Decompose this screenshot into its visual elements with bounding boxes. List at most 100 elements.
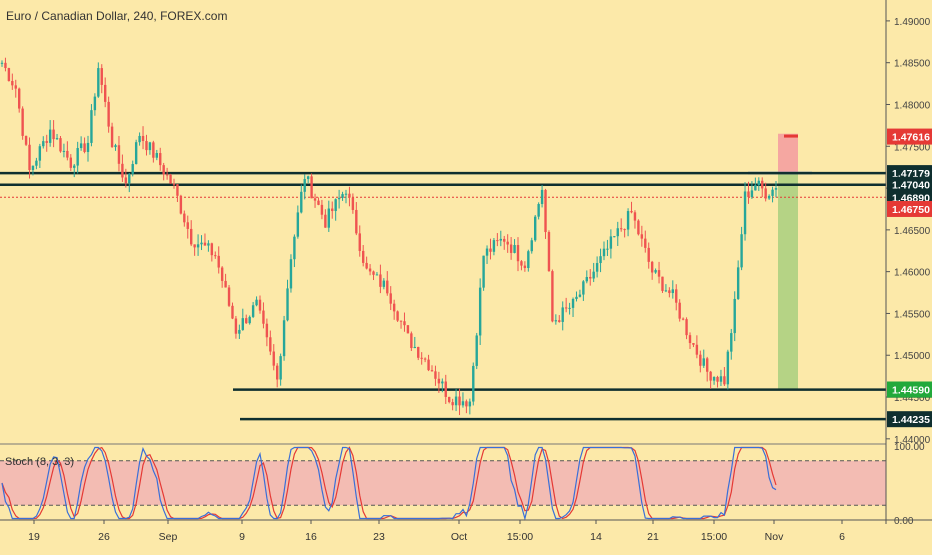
horizontal-levels <box>0 171 886 421</box>
candle-body <box>468 401 472 407</box>
y-tick-label: 1.44500 <box>894 393 931 404</box>
candle-body <box>296 212 300 237</box>
candle-body <box>368 268 372 272</box>
candle-body <box>726 351 730 385</box>
price-badge-label: 1.44590 <box>892 385 930 397</box>
candle-body <box>234 318 238 334</box>
price-badges: 1.476161.471791.470401.468901.467501.445… <box>887 128 932 428</box>
candle-body <box>344 193 348 195</box>
candle-body <box>509 244 513 253</box>
candle-body <box>723 376 726 385</box>
candle-body <box>165 174 169 176</box>
y-tick-label: 1.45500 <box>894 309 931 320</box>
candle-body <box>86 142 90 152</box>
target-zone <box>778 173 798 390</box>
candle-body <box>736 267 740 299</box>
candle-body <box>716 376 719 382</box>
candle-body <box>334 199 337 212</box>
candle-body <box>355 209 358 234</box>
candle-body <box>492 240 496 252</box>
candle-body <box>750 190 754 198</box>
candle-body <box>179 195 183 214</box>
candle-body <box>475 335 478 366</box>
candle-body <box>441 381 444 384</box>
candle-body <box>767 195 771 199</box>
candle-body <box>196 244 200 248</box>
candle-body <box>496 240 499 242</box>
stoch-d-line <box>1 446 777 520</box>
candle-body <box>427 359 430 371</box>
candle-body <box>251 305 255 317</box>
candle-body <box>362 250 365 263</box>
candle-body <box>66 150 69 158</box>
candle-body <box>551 271 554 322</box>
candle-body <box>100 68 103 85</box>
candle-body <box>327 208 330 228</box>
candle-body <box>172 183 176 185</box>
candle-body <box>386 280 389 294</box>
candle-body <box>286 288 289 321</box>
candle-body <box>582 281 585 295</box>
candle-body <box>217 255 220 268</box>
candle-body <box>437 378 441 384</box>
candle-body <box>733 298 736 334</box>
candle-body <box>207 243 210 246</box>
y-tick-label: 1.47500 <box>894 142 931 153</box>
candle-body <box>276 365 279 380</box>
candle-body <box>544 189 547 233</box>
candle-body <box>7 68 11 82</box>
candle-body <box>626 211 630 230</box>
candle-body <box>38 146 42 161</box>
y-tick-label: 1.46000 <box>894 268 931 279</box>
candle-body <box>203 242 207 246</box>
candle-body <box>702 358 705 366</box>
x-tick-label: 19 <box>28 531 40 543</box>
price-badge <box>887 176 932 193</box>
candle-body <box>31 165 35 171</box>
candle-body <box>668 290 671 294</box>
price-badge-label: 1.47040 <box>892 180 930 192</box>
candle-body <box>69 157 72 168</box>
candle-body <box>554 320 558 322</box>
candle-body <box>644 238 647 248</box>
candle-body <box>279 356 282 380</box>
candle-body <box>461 401 465 406</box>
candle-body <box>527 251 530 269</box>
candle-body <box>210 243 214 256</box>
candle-body <box>423 358 427 360</box>
candle-body <box>688 335 692 344</box>
x-tick-label: Nov <box>765 531 784 543</box>
candle-body <box>413 346 416 349</box>
candle-body <box>272 351 275 366</box>
candle-body <box>692 343 695 345</box>
candle-body <box>444 381 447 397</box>
price-badge-label: 1.47616 <box>892 132 930 144</box>
candle-body <box>678 302 681 319</box>
candle-body <box>55 138 59 140</box>
candle-body <box>45 141 48 143</box>
candle-body <box>382 280 386 287</box>
y-tick-label: 1.48500 <box>894 59 931 70</box>
candle-body <box>134 142 138 165</box>
price-badge <box>887 411 932 428</box>
candle-body <box>396 311 399 321</box>
y-tick-label: 1.44000 <box>894 435 931 446</box>
candle-body <box>637 220 640 235</box>
candle-body <box>602 248 606 257</box>
candle-body <box>24 135 28 145</box>
candle-body <box>238 329 241 334</box>
candle-body <box>231 305 234 319</box>
stoch-band <box>0 460 886 506</box>
candle-body <box>324 214 327 228</box>
stop-marker <box>784 134 798 138</box>
x-tick-label: 9 <box>239 531 245 543</box>
candle-body <box>162 165 165 175</box>
candle-body <box>592 271 595 279</box>
candle-body <box>506 241 509 245</box>
candle-body <box>76 148 79 166</box>
candle-body <box>159 153 162 166</box>
candle-body <box>630 211 633 213</box>
